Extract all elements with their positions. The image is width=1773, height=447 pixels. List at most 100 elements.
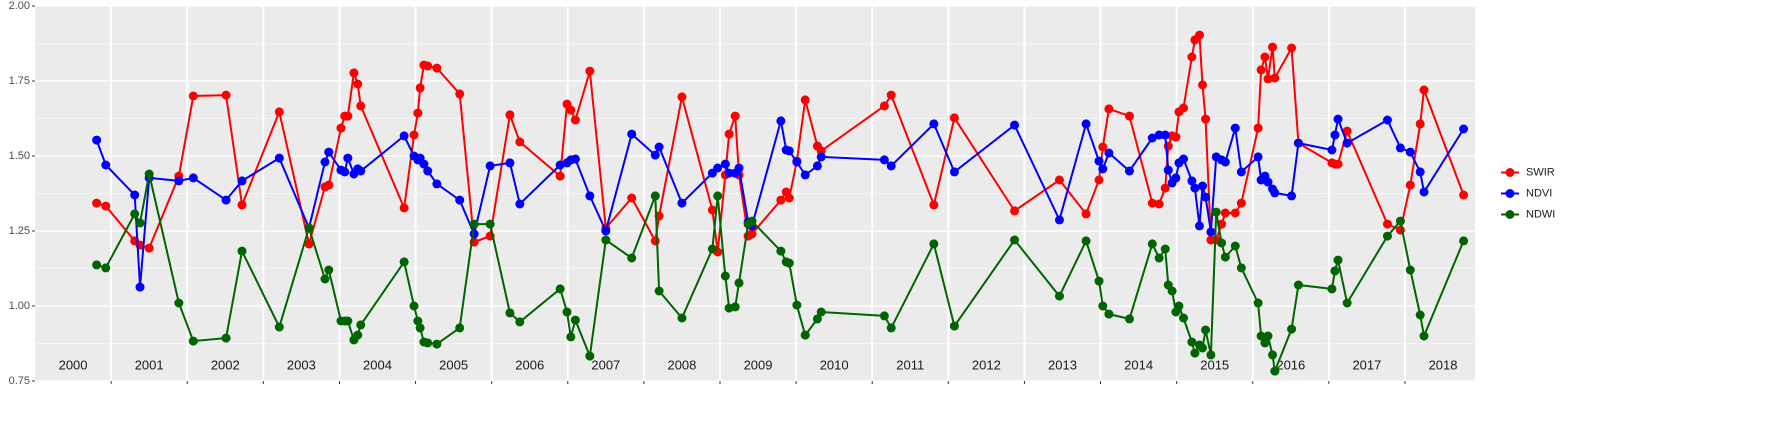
data-point [399,203,409,213]
data-point [144,169,154,179]
data-point [92,135,102,145]
data-point [1010,120,1020,130]
data-point [677,92,687,102]
data-point [1342,138,1352,148]
data-point [1154,253,1164,263]
data-point [237,176,247,186]
legend-key [1505,189,1515,198]
data-point [1124,166,1134,176]
data-point [1211,207,1221,217]
data-point [1395,143,1405,153]
data-point [1382,219,1392,229]
data-point [1253,152,1263,162]
data-point [1187,176,1197,186]
data-point [949,113,959,123]
data-point [1268,42,1278,52]
data-point [1154,199,1164,209]
data-point [784,258,794,268]
data-point [188,336,198,346]
data-point [654,286,664,296]
data-point [1198,80,1208,90]
legend-label: NDWI [1526,208,1555,220]
y-tick-label: 1.25 [9,225,30,237]
data-point [601,235,611,245]
year-label: 2005 [439,357,468,372]
year-label: 2002 [211,357,240,372]
data-point [1415,167,1425,177]
data-point [1459,190,1469,200]
data-point [409,130,419,140]
legend-key [1505,168,1515,177]
data-point [1010,235,1020,245]
data-point [353,79,363,89]
data-point [1230,123,1240,133]
data-point [1178,313,1188,323]
data-point [1382,115,1392,125]
data-point [130,209,140,219]
data-point [515,199,525,209]
data-point [1253,123,1263,133]
data-point [423,166,433,176]
data-point [274,153,284,163]
data-point [515,317,525,327]
data-point [562,307,572,317]
data-point [1198,343,1208,353]
year-label: 2013 [1048,357,1077,372]
data-point [929,200,939,210]
data-point [776,246,786,256]
data-point [1263,74,1273,84]
data-point [949,167,959,177]
data-point [585,66,595,76]
data-point [555,160,565,170]
data-point [654,142,664,152]
data-point [1230,241,1240,251]
data-point [343,316,353,326]
data-point [415,323,425,333]
data-point [1198,181,1208,191]
data-point [1124,111,1134,121]
year-label: 2003 [287,357,316,372]
data-point [1327,284,1337,294]
year-label: 2006 [515,357,544,372]
data-point [1178,103,1188,113]
data-point [1287,43,1297,53]
data-point [677,313,687,323]
y-tick-label: 1.75 [9,75,30,87]
data-point [1333,159,1343,169]
data-point [734,278,744,288]
data-point [812,161,822,171]
data-point [320,157,330,167]
data-point [320,274,330,284]
data-point [929,239,939,249]
year-label: 2010 [820,357,849,372]
year-label: 2018 [1429,357,1458,372]
data-point [879,155,889,165]
data-point [1104,309,1114,319]
data-point [816,152,826,162]
data-point [627,129,637,139]
data-point [1171,132,1181,142]
data-point [1330,130,1340,140]
data-point [929,119,939,129]
data-point [713,163,723,173]
data-point [432,179,442,189]
data-point [1174,301,1184,311]
data-point [101,160,111,170]
data-point [1293,138,1303,148]
data-point [101,201,111,211]
data-point [707,244,717,254]
data-point [1405,147,1415,157]
data-point [949,321,959,331]
data-point [1104,104,1114,114]
year-label: 2011 [896,357,924,372]
data-point [1459,236,1469,246]
data-point [1260,52,1270,62]
data-point [1253,298,1263,308]
data-point [800,330,810,340]
data-point [1201,114,1211,124]
data-point [1382,231,1392,241]
year-label: 2004 [363,357,392,372]
data-point [505,308,515,318]
data-point [1287,191,1297,201]
